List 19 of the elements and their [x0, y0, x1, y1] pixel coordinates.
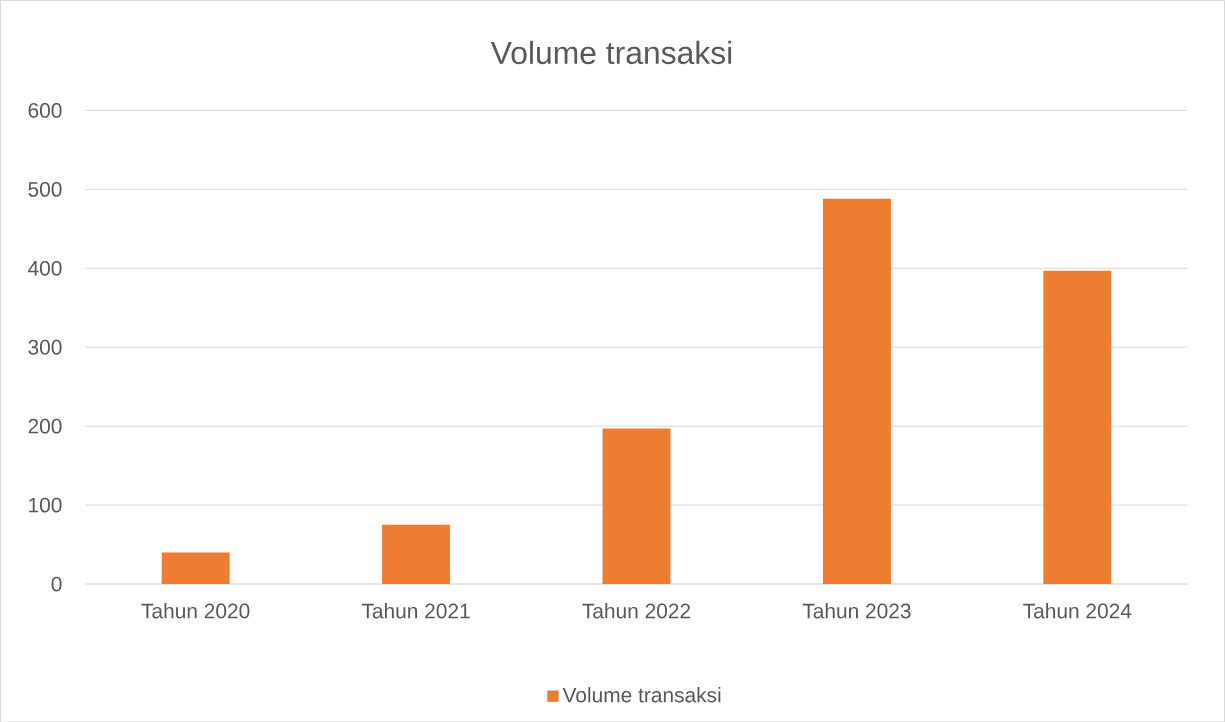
bar — [382, 524, 451, 584]
x-tick-label: Tahun 2024 — [1023, 602, 1132, 619]
bar — [1043, 270, 1112, 584]
bar — [161, 552, 230, 584]
y-tick-label: 500 — [28, 181, 62, 197]
x-tick-label: Tahun 2021 — [361, 602, 470, 619]
y-tick-label: 300 — [28, 339, 62, 355]
x-tick-label: Tahun 2020 — [141, 602, 250, 619]
x-tick-label: Tahun 2023 — [802, 602, 911, 619]
bar — [602, 428, 671, 584]
y-tick-label: 200 — [28, 418, 62, 434]
chart-title: Volume transaksi — [490, 40, 732, 64]
y-tick-label: 400 — [28, 260, 62, 276]
y-tick-label: 0 — [51, 576, 62, 592]
bar — [822, 198, 891, 584]
x-tick-label: Tahun 2022 — [582, 602, 691, 619]
y-tick-label: 600 — [28, 102, 62, 118]
legend-label: Volume transaksi — [562, 686, 721, 703]
y-tick-label: 100 — [29, 497, 62, 513]
